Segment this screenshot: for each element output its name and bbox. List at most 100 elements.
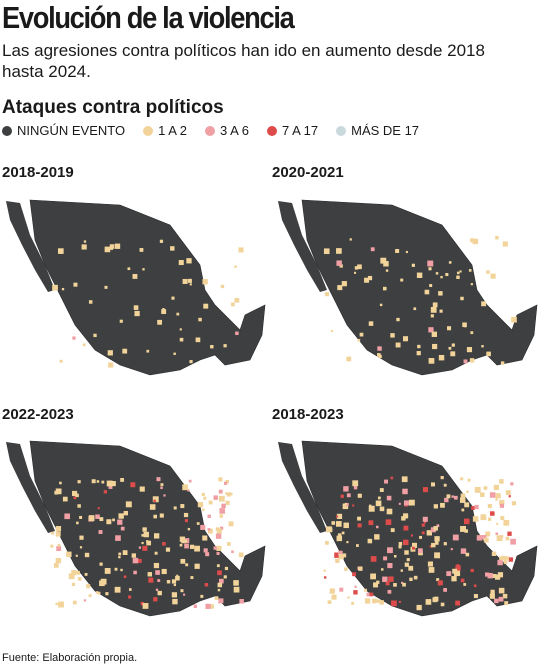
municipality-mark xyxy=(79,535,84,540)
municipality-mark xyxy=(77,577,82,581)
municipality-mark xyxy=(178,259,184,266)
municipality-mark xyxy=(495,493,501,499)
municipality-mark xyxy=(160,483,164,487)
municipality-mark xyxy=(159,513,164,518)
municipality-mark xyxy=(346,356,352,362)
municipality-mark xyxy=(170,246,175,251)
municipality-mark xyxy=(76,521,79,525)
municipality-mark xyxy=(354,271,357,274)
municipality-mark xyxy=(402,488,408,495)
municipality-mark xyxy=(99,580,105,587)
municipality-mark xyxy=(157,579,161,582)
municipality-mark xyxy=(57,543,61,547)
municipality-mark xyxy=(357,338,361,342)
map-baja-shape xyxy=(278,201,327,292)
map-2020-2021 xyxy=(278,199,538,376)
municipality-mark xyxy=(171,592,178,598)
municipality-mark xyxy=(231,302,235,307)
municipality-mark xyxy=(432,343,438,350)
municipality-mark xyxy=(452,568,458,574)
panel-label-2018-2023: 2018-2023 xyxy=(272,406,344,423)
municipality-mark xyxy=(55,526,62,532)
municipality-mark xyxy=(338,554,344,560)
municipality-mark xyxy=(382,286,387,291)
municipality-mark xyxy=(68,573,75,580)
municipality-mark xyxy=(331,594,337,600)
municipality-mark xyxy=(342,503,349,510)
municipality-mark xyxy=(370,247,375,252)
municipality-mark xyxy=(412,546,415,550)
municipality-mark xyxy=(487,572,493,579)
municipality-mark xyxy=(386,508,393,515)
municipality-mark xyxy=(56,546,62,552)
municipality-mark xyxy=(495,235,499,240)
municipality-mark xyxy=(153,514,158,519)
municipality-mark xyxy=(238,247,244,253)
source-note: Fuente: Elaboración propia. xyxy=(2,652,138,664)
municipality-mark xyxy=(223,575,227,579)
municipality-mark xyxy=(431,331,438,337)
municipality-mark xyxy=(336,248,342,254)
municipality-mark xyxy=(433,526,438,531)
municipality-mark xyxy=(184,519,189,523)
municipality-mark xyxy=(109,244,115,249)
municipality-mark xyxy=(179,543,183,547)
municipality-mark xyxy=(123,575,127,579)
municipality-mark xyxy=(130,482,136,488)
municipality-mark xyxy=(448,261,452,264)
municipality-mark xyxy=(157,590,162,596)
municipality-mark xyxy=(51,531,55,535)
municipality-mark xyxy=(58,601,64,608)
municipality-mark xyxy=(225,479,229,484)
municipality-mark xyxy=(451,343,455,347)
municipality-mark xyxy=(220,526,224,530)
municipality-mark xyxy=(385,581,390,586)
municipality-mark xyxy=(120,568,123,572)
municipality-mark xyxy=(403,513,409,519)
municipality-mark xyxy=(383,261,389,267)
municipality-mark xyxy=(492,573,497,578)
municipality-mark xyxy=(429,284,433,288)
municipality-mark xyxy=(189,283,192,286)
municipality-mark xyxy=(233,580,239,586)
municipality-mark xyxy=(110,481,116,487)
municipality-mark xyxy=(430,482,436,487)
municipality-mark xyxy=(359,332,364,337)
municipality-mark xyxy=(104,285,108,289)
municipality-mark xyxy=(352,572,357,577)
municipality-mark xyxy=(120,526,125,531)
page-subtitle: Las agresiones contra políticos han ido … xyxy=(2,41,485,81)
municipality-mark xyxy=(184,539,187,543)
municipality-mark xyxy=(453,495,458,500)
municipality-mark xyxy=(507,531,512,536)
municipality-mark xyxy=(505,556,510,561)
municipality-mark xyxy=(463,359,468,364)
municipality-mark xyxy=(207,528,211,531)
municipality-mark xyxy=(499,503,505,508)
municipality-mark xyxy=(466,490,469,493)
municipality-mark xyxy=(443,542,447,546)
municipality-mark xyxy=(456,271,460,275)
municipality-mark xyxy=(401,476,408,483)
municipality-mark xyxy=(204,583,209,587)
municipality-mark xyxy=(119,319,123,323)
municipality-mark xyxy=(496,535,503,542)
municipality-mark xyxy=(55,488,62,495)
municipality-mark xyxy=(59,481,62,485)
municipality-mark xyxy=(114,567,118,571)
municipality-mark xyxy=(434,536,440,542)
municipality-mark xyxy=(502,593,508,599)
municipality-mark xyxy=(344,502,347,506)
municipality-mark xyxy=(347,596,350,599)
municipality-mark xyxy=(468,269,472,272)
municipality-mark xyxy=(423,521,426,524)
municipality-mark xyxy=(165,547,171,552)
municipality-mark xyxy=(73,496,77,500)
municipality-mark xyxy=(390,333,395,338)
municipality-mark xyxy=(202,279,208,285)
municipality-mark xyxy=(128,588,132,591)
municipality-mark xyxy=(354,585,357,588)
municipality-mark xyxy=(196,522,200,525)
municipality-mark xyxy=(372,598,377,604)
municipality-mark xyxy=(153,597,158,602)
